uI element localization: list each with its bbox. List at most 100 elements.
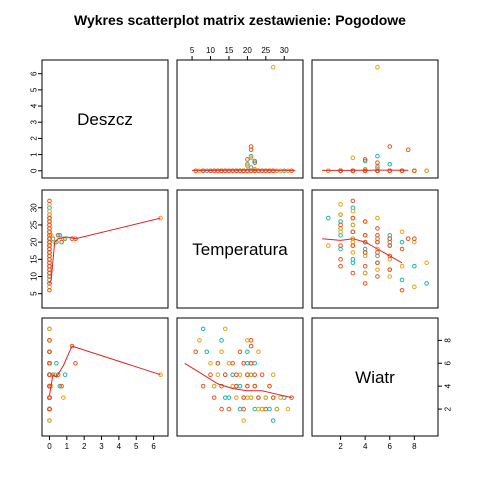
x-tick-label-deszcz: 5 [134,442,139,451]
point-temperatura-vs-wiatr [338,263,343,269]
point-wiatr-vs-deszcz [73,360,78,366]
point-deszcz-vs-temperatura [245,157,250,162]
point-wiatr-vs-temperatura [245,338,250,343]
x-tick-label-temperatura: 5 [190,46,195,55]
x-tick-label-deszcz: 3 [99,442,104,451]
point-wiatr-vs-deszcz [47,349,52,355]
point-temperatura-vs-wiatr [412,236,417,241]
diagonal-label-deszcz: Deszcz [77,110,133,129]
point-temperatura-vs-wiatr [387,236,393,241]
chart-title: Wykres scatterplot matrix zestawienie: P… [74,12,406,28]
panel-deszcz-vs-wiatr [311,59,439,179]
point-wiatr-vs-temperatura [193,349,199,355]
point-wiatr-vs-temperatura [248,395,254,400]
point-wiatr-vs-temperatura [241,418,246,423]
panel-temperatura-vs-temperatura [176,189,304,309]
point-wiatr-vs-temperatura [248,360,254,366]
point-temperatura-vs-wiatr [412,284,417,290]
point-wiatr-vs-temperatura [267,406,272,412]
diagonal-label-temperatura: Temperatura [192,240,288,259]
point-wiatr-vs-temperatura [226,360,232,366]
point-wiatr-vs-temperatura [208,360,213,366]
point-deszcz-vs-wiatr [387,144,393,149]
y-tick-label-temperatura: 30 [30,203,39,212]
point-deszcz-vs-wiatr [412,168,417,174]
point-temperatura-vs-wiatr [375,250,380,255]
point-wiatr-vs-temperatura [226,395,232,400]
point-deszcz-vs-temperatura [248,168,254,174]
point-wiatr-vs-temperatura [252,372,258,378]
point-temperatura-vs-wiatr [387,243,393,248]
y-tick-label-temperatura: 20 [30,237,39,246]
point-wiatr-vs-deszcz [54,360,59,366]
y-tick-label-temperatura: 10 [30,272,39,281]
point-temperatura-vs-wiatr [375,260,380,266]
y-tick-label-deszcz: 6 [30,71,39,76]
point-temperatura-vs-wiatr [362,250,368,255]
point-deszcz-vs-temperatura [234,168,239,174]
panel-deszcz-vs-deszcz [41,59,169,179]
panel-wiatr-vs-temperatura [176,317,304,437]
point-temperatura-vs-wiatr [424,281,429,286]
point-wiatr-vs-deszcz [47,418,52,423]
point-wiatr-vs-temperatura [256,395,261,400]
y-tick-label-temperatura: 25 [30,220,39,229]
point-temperatura-vs-wiatr [362,232,368,238]
point-wiatr-vs-deszcz [47,338,52,343]
point-temperatura-vs-wiatr [375,226,380,231]
point-deszcz-vs-wiatr [424,168,429,174]
point-temperatura-vs-wiatr [399,239,405,245]
point-deszcz-vs-wiatr [375,160,380,165]
point-temperatura-vs-deszcz [47,250,52,255]
point-temperatura-vs-wiatr [399,277,405,283]
panels-group: Deszcz Temperatura Wiatr 0 1 2 3 4 5 6 0 1 2 3 4 5 6 5 10 1… [30,46,453,451]
point-deszcz-vs-wiatr [350,155,356,161]
point-temperatura-vs-deszcz [47,287,52,293]
point-temperatura-vs-deszcz [47,243,52,248]
point-wiatr-vs-temperatura [234,395,239,400]
point-temperatura-vs-wiatr [412,263,417,269]
point-temperatura-vs-wiatr [350,215,356,221]
point-deszcz-vs-temperatura [252,158,258,164]
point-wiatr-vs-deszcz [55,372,61,378]
point-temperatura-vs-wiatr [399,263,405,269]
point-wiatr-vs-temperatura [200,383,206,389]
point-wiatr-vs-deszcz [61,395,66,400]
y-tick-label-deszcz: 5 [30,87,39,92]
point-wiatr-vs-temperatura [270,372,276,378]
point-temperatura-vs-wiatr [424,260,429,266]
point-wiatr-vs-temperatura [248,338,254,343]
y-tick-label-wiatr: 8 [444,338,453,343]
y-tick-label-wiatr: 6 [444,360,453,365]
point-temperatura-vs-deszcz [61,236,66,241]
point-deszcz-vs-temperatura [252,160,258,165]
point-wiatr-vs-deszcz [59,383,64,389]
point-temperatura-vs-wiatr [375,232,380,238]
smooth-line-temperatura-vs-wiatr [322,238,403,264]
point-wiatr-vs-temperatura [211,383,217,389]
point-wiatr-vs-temperatura [222,372,228,378]
point-deszcz-vs-temperatura [256,168,261,174]
point-wiatr-vs-deszcz [47,372,52,378]
point-deszcz-vs-wiatr [399,168,405,174]
point-temperatura-vs-wiatr [362,239,368,245]
point-deszcz-vs-wiatr [387,161,393,167]
point-wiatr-vs-temperatura [245,349,250,355]
point-wiatr-vs-temperatura [237,406,243,412]
point-wiatr-vs-temperatura [245,395,250,400]
point-wiatr-vs-temperatura [222,395,228,400]
point-wiatr-vs-temperatura [278,395,283,400]
point-temperatura-vs-wiatr [362,270,368,276]
point-temperatura-vs-deszcz [59,239,64,245]
point-deszcz-vs-wiatr [375,64,380,70]
point-temperatura-vs-wiatr [362,219,368,224]
point-wiatr-vs-deszcz [47,395,52,400]
point-wiatr-vs-deszcz [47,360,52,366]
point-temperatura-vs-wiatr [325,215,331,221]
x-tick-label-temperatura: 25 [261,46,270,55]
x-tick-label-wiatr: 6 [388,442,393,451]
point-wiatr-vs-deszcz [69,343,75,349]
x-tick-label-temperatura: 30 [280,46,289,55]
point-deszcz-vs-temperatura [245,163,250,169]
point-deszcz-vs-temperatura [248,144,254,149]
